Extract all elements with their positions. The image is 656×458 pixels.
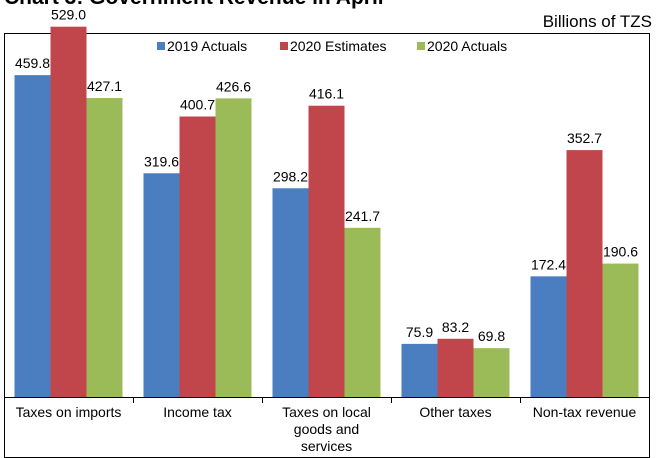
bar-2-2: [179, 116, 216, 397]
bar-3-5: [602, 263, 639, 397]
bar-1-4: [401, 343, 438, 397]
data-label: 298.2: [273, 168, 308, 184]
legend-swatch: [157, 42, 165, 50]
bar-1-1: [14, 75, 51, 397]
data-label: 400.7: [180, 97, 215, 113]
category-label: Non-tax revenue: [533, 404, 637, 420]
legend-swatch: [417, 42, 425, 50]
bar-2-3: [308, 105, 345, 397]
data-label: 241.7: [345, 208, 380, 224]
data-label: 69.8: [478, 328, 505, 344]
bar-1-2: [143, 173, 180, 397]
category-label: Income tax: [163, 404, 231, 420]
category-label: goods and: [294, 421, 359, 437]
legend-swatch: [280, 42, 288, 50]
chart-title: Chart 3: Government Revenue in April: [4, 0, 384, 10]
bar-3-4: [473, 348, 510, 397]
category-label: Taxes on imports: [16, 404, 122, 420]
data-label: 190.6: [603, 244, 638, 260]
data-label: 83.2: [442, 319, 469, 335]
data-label: 459.8: [15, 55, 50, 71]
bar-1-5: [530, 276, 567, 397]
bar-3-2: [215, 98, 252, 397]
data-label: 427.1: [87, 78, 122, 94]
data-label: 426.6: [216, 78, 251, 94]
legend-label: 2020 Actuals: [427, 38, 507, 54]
data-label: 319.6: [144, 153, 179, 169]
category-label: services: [301, 438, 352, 454]
legend-label: 2019 Actuals: [167, 38, 247, 54]
bar-2-4: [437, 338, 474, 397]
bar-2-1: [50, 26, 87, 397]
category-label: Other taxes: [419, 404, 491, 420]
unit-label: Billions of TZS: [542, 12, 652, 31]
bar-3-1: [86, 98, 123, 397]
data-label: 416.1: [309, 86, 344, 102]
data-label: 75.9: [406, 324, 433, 340]
data-label: 172.4: [531, 256, 566, 272]
legend-label: 2020 Estimates: [290, 38, 387, 54]
bar-2-5: [566, 150, 603, 397]
bar-1-3: [272, 188, 309, 397]
category-label: Taxes on local: [282, 404, 371, 420]
data-label: 529.0: [51, 7, 86, 23]
data-label: 352.7: [567, 130, 602, 146]
bar-3-3: [344, 227, 381, 397]
